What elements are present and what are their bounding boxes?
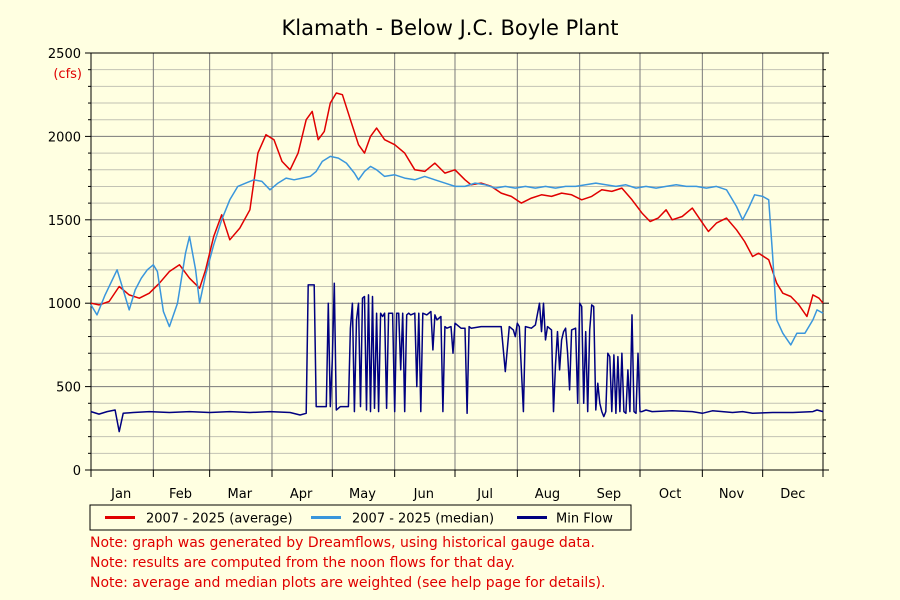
- x-tick-label: May: [349, 487, 376, 502]
- note-noon-flows: Note: results are computed from the noon…: [90, 555, 515, 571]
- series-line-0: [90, 92, 824, 318]
- note-source: Note: graph was generated by Dreamflows,…: [90, 535, 595, 551]
- legend-label-1: 2007 - 2025 (median): [352, 512, 494, 527]
- legend-label-0: 2007 - 2025 (average): [146, 512, 293, 527]
- y-tick-label: 2000: [48, 130, 81, 145]
- chart-title: Klamath - Below J.C. Boyle Plant: [281, 16, 618, 40]
- x-tick-label: Jan: [110, 487, 131, 502]
- series-lines: [90, 92, 824, 433]
- x-tick-label: Nov: [719, 487, 745, 502]
- x-tick-label: Apr: [290, 487, 313, 502]
- gridlines: [91, 53, 823, 470]
- y-tick-label: 1000: [48, 297, 81, 312]
- series-line-1: [90, 155, 824, 346]
- y-axis-unit-label: (cfs): [53, 67, 82, 82]
- x-tick-label: Sep: [597, 487, 622, 502]
- y-tick-label: 500: [56, 381, 81, 396]
- legend-label-2: Min Flow: [556, 512, 613, 527]
- legend: 2007 - 2025 (average) 2007 - 2025 (median…: [89, 504, 632, 531]
- y-tick-label: 2500: [48, 47, 81, 62]
- note-weighting: Note: average and median plots are weigh…: [90, 575, 606, 591]
- x-tick-label: Feb: [169, 487, 192, 502]
- x-tick-label: Mar: [228, 487, 253, 502]
- y-tick-label: 0: [73, 464, 81, 479]
- x-tick-label: Aug: [535, 487, 560, 502]
- x-tick-label: Jul: [476, 487, 493, 502]
- series-line-2: [90, 282, 824, 433]
- x-tick-label: Dec: [780, 487, 805, 502]
- axes: 0 500 1000 1500 2000 2500 Jan Feb Mar Apr May Jun Ju…: [48, 47, 829, 502]
- x-tick-label: Jun: [413, 487, 434, 502]
- x-tick-label: Oct: [659, 487, 681, 502]
- y-tick-label: 1500: [48, 214, 81, 229]
